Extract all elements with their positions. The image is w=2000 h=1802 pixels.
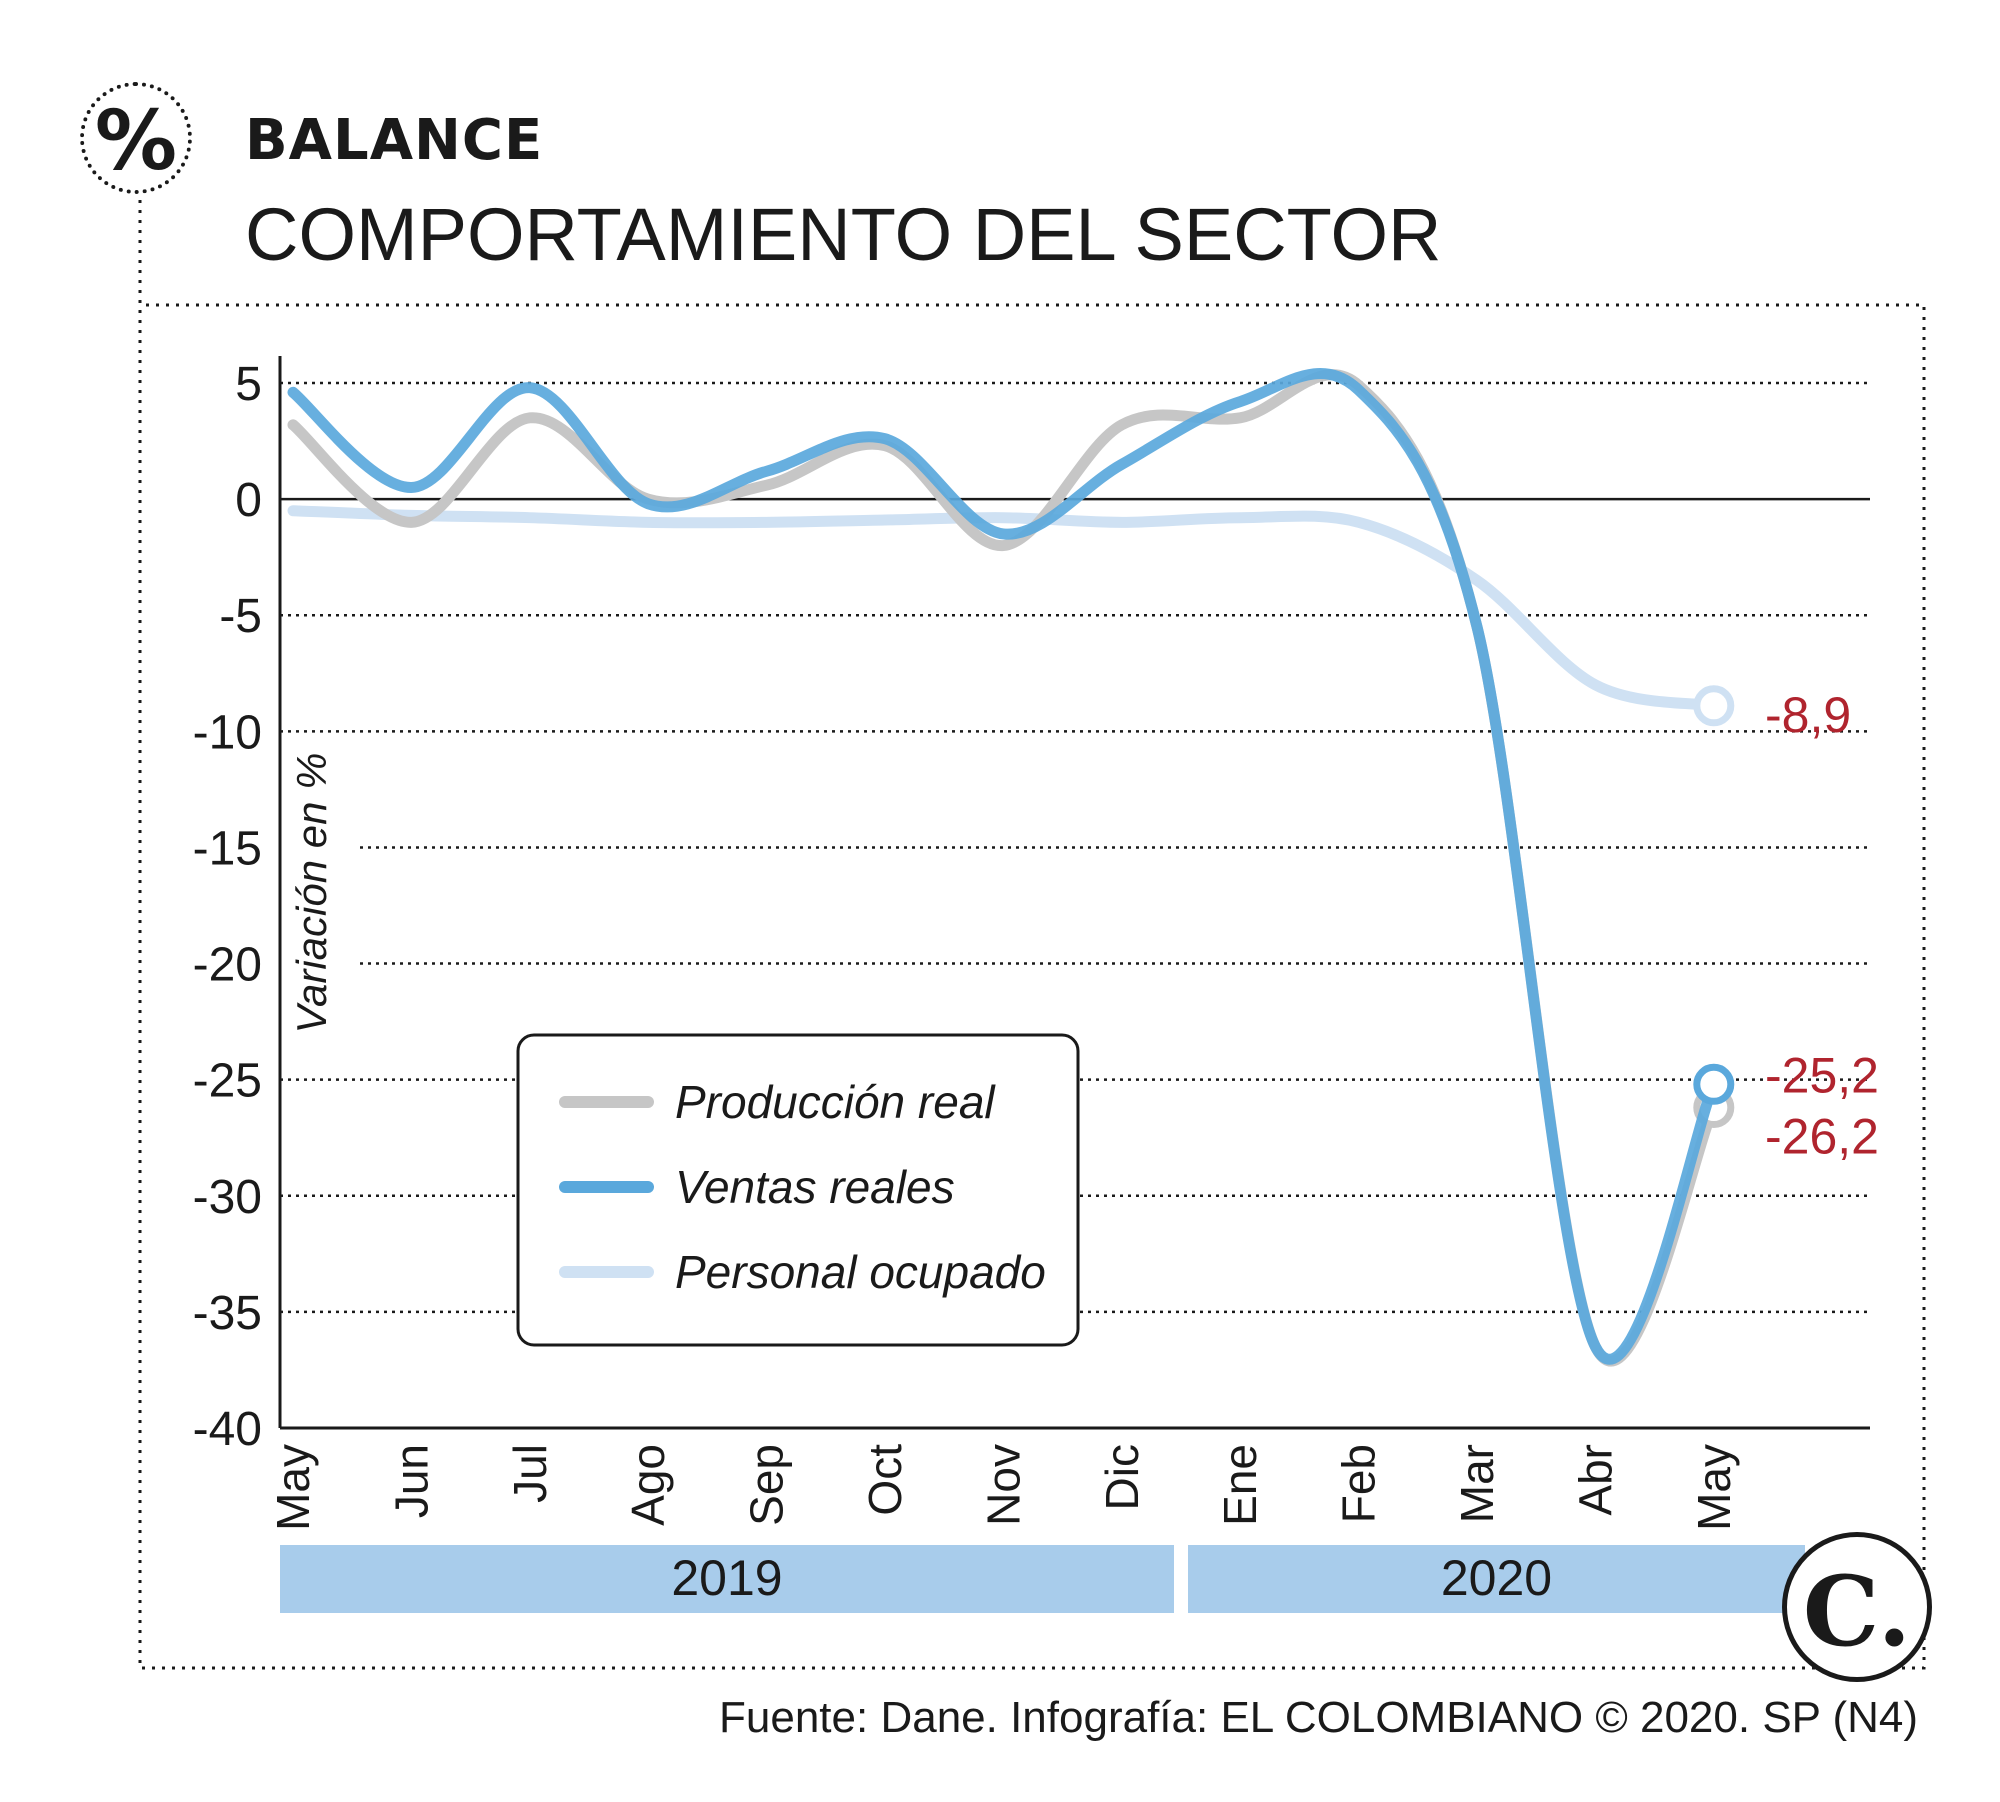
end-point-ventas (1693, 1063, 1735, 1105)
chart-kicker: BALANCE (245, 108, 544, 173)
x-tick-label: Feb (1333, 1444, 1385, 1523)
x-tick-label: Ago (622, 1444, 674, 1526)
legend-label: Producción real (675, 1076, 996, 1128)
year-label: 2019 (671, 1550, 782, 1606)
axes (278, 356, 1870, 1430)
y-tick-label: -30 (193, 1171, 262, 1224)
value-callout: -8,9 (1765, 687, 1851, 743)
x-tick-label: Nov (977, 1444, 1029, 1526)
value-callout: -26,2 (1765, 1109, 1879, 1165)
year-label: 2020 (1441, 1550, 1552, 1606)
chart-frame (138, 200, 1926, 1670)
legend-label: Personal ocupado (675, 1246, 1046, 1298)
el-colombiano-logo: C. (1782, 1532, 1932, 1682)
y-tick-label: -25 (193, 1055, 262, 1108)
year-band (280, 1545, 1174, 1613)
series-line-personal (287, 505, 1720, 712)
x-tick-label: May (267, 1444, 319, 1531)
percent-symbol: % (94, 94, 178, 189)
legend-label: Ventas reales (675, 1161, 955, 1213)
x-tick-label: Jun (385, 1444, 437, 1518)
x-tick-label: Mar (1451, 1444, 1503, 1523)
x-tick-label: Dic (1096, 1444, 1148, 1510)
x-tick-label: Jul (504, 1444, 556, 1503)
end-point-personal (1693, 685, 1735, 727)
y-tick-label: -40 (193, 1403, 262, 1456)
y-tick-label: -20 (193, 939, 262, 992)
dotted-frame (138, 200, 1926, 1670)
y-tick-label: -10 (193, 706, 262, 759)
y-tick-label: -5 (219, 590, 262, 643)
legend-box (516, 1033, 1080, 1347)
y-tick-label: 0 (235, 474, 262, 527)
x-tick-label: Ene (1214, 1444, 1266, 1526)
tick-labels: 5 0 -5 -10 -15 -20 -25 -30 -35 -40 Variación en % M… (193, 358, 1805, 1613)
annotations: -8,9 -25,2 -26,2 (1765, 687, 1879, 1165)
y-tick-label: 5 (235, 358, 262, 411)
series-line-ventas (287, 368, 1720, 1365)
legend: Producción real Ventas reales Personal ocu… (516, 1033, 1080, 1347)
value-callout: -25,2 (1765, 1047, 1879, 1103)
percent-badge-icon: % (80, 82, 192, 194)
y-tick-label: -15 (193, 822, 262, 875)
series-lines (287, 368, 1735, 1367)
logo-symbol: C. (1802, 1555, 1912, 1668)
y-tick-label: -35 (193, 1287, 262, 1340)
y-axis-label: Variación en % (288, 753, 335, 1034)
chart-title: COMPORTAMIENTO DEL SECTOR (245, 193, 1442, 276)
x-tick-label: Abr (1569, 1444, 1621, 1516)
source-note: Fuente: Dane. Infografía: EL COLOMBIANO … (719, 1693, 1918, 1742)
year-band (1188, 1545, 1805, 1613)
x-tick-label: Sep (741, 1444, 793, 1526)
x-tick-label: May (1688, 1444, 1740, 1531)
x-tick-label: Oct (859, 1444, 911, 1516)
